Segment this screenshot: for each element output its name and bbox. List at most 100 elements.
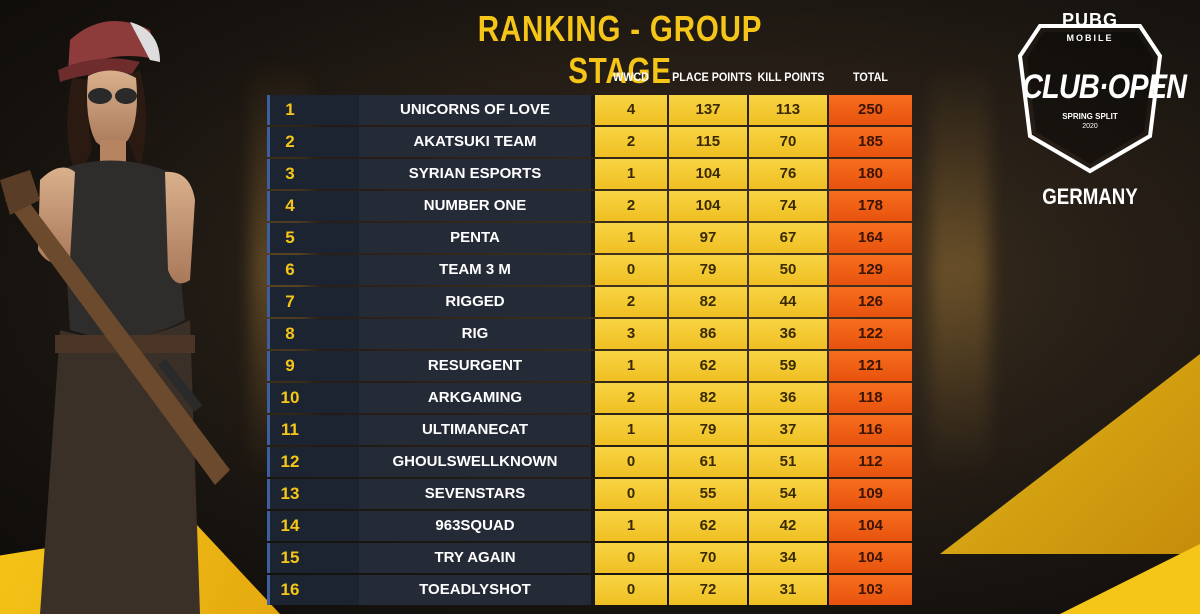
rank-cell: 9: [267, 351, 359, 381]
table-row: 6 TEAM 3 M 0 79 50 129: [267, 255, 912, 285]
rank-cell: 10: [267, 383, 359, 413]
team-name: TEAM 3 M: [359, 255, 591, 285]
rank-number: 16: [280, 580, 300, 599]
page-title: RANKING - GROUP STAGE: [477, 8, 763, 91]
rank-number: 11: [281, 420, 299, 439]
wwcd-cell: 0: [595, 575, 667, 605]
kill-points-cell: 44: [749, 287, 827, 317]
place-points-cell: 55: [669, 479, 747, 509]
total-cell: 121: [829, 351, 912, 381]
wwcd-cell: 2: [595, 383, 667, 413]
rank-cell: 5: [267, 223, 359, 253]
rank-cell: 16: [267, 575, 359, 605]
place-points-cell: 72: [669, 575, 747, 605]
logo-subtitle: MOBILE: [1066, 33, 1114, 43]
column-header-place-points: PLACE POINTS: [672, 70, 752, 84]
rank-number: 14: [280, 516, 300, 535]
kill-points-cell: 76: [749, 159, 827, 189]
total-cell: 112: [829, 447, 912, 477]
logo-event-name: CLUB·OPEN: [1022, 68, 1187, 106]
kill-points-cell: 74: [749, 191, 827, 221]
table-row: 16 TOEADLYSHOT 0 72 31 103: [267, 575, 912, 605]
rank-number: 1: [285, 100, 295, 119]
rank-number: 6: [285, 260, 295, 279]
wwcd-cell: 2: [595, 287, 667, 317]
team-name: SEVENSTARS: [359, 479, 591, 509]
row-separator: [591, 575, 595, 605]
place-points-cell: 137: [669, 95, 747, 125]
total-cell: 104: [829, 543, 912, 573]
team-name: GHOULSWELLKNOWN: [359, 447, 591, 477]
rank-number: 10: [280, 388, 300, 407]
place-points-cell: 82: [669, 287, 747, 317]
table-row: 12 GHOULSWELLKNOWN 0 61 51 112: [267, 447, 912, 477]
total-cell: 185: [829, 127, 912, 157]
total-cell: 109: [829, 479, 912, 509]
rank-cell: 12: [267, 447, 359, 477]
kill-points-cell: 50: [749, 255, 827, 285]
rank-cell: 2: [267, 127, 359, 157]
kill-points-cell: 67: [749, 223, 827, 253]
row-separator: [591, 287, 595, 317]
wwcd-cell: 0: [595, 447, 667, 477]
wwcd-cell: 0: [595, 543, 667, 573]
total-cell: 164: [829, 223, 912, 253]
place-points-cell: 115: [669, 127, 747, 157]
row-separator: [591, 127, 595, 157]
team-name: TOEADLYSHOT: [359, 575, 591, 605]
row-separator: [591, 319, 595, 349]
table-row: 11 ULTIMANECAT 1 79 37 116: [267, 415, 912, 445]
row-separator: [591, 479, 595, 509]
place-points-cell: 62: [669, 511, 747, 541]
table-row: 5 PENTA 1 97 67 164: [267, 223, 912, 253]
rank-cell: 14: [267, 511, 359, 541]
row-separator: [591, 255, 595, 285]
place-points-cell: 82: [669, 383, 747, 413]
rank-number: 8: [285, 324, 295, 343]
table-row: 10 ARKGAMING 2 82 36 118: [267, 383, 912, 413]
table-row: 9 RESURGENT 1 62 59 121: [267, 351, 912, 381]
place-points-cell: 79: [669, 255, 747, 285]
total-cell: 118: [829, 383, 912, 413]
rank-number: 4: [285, 196, 295, 215]
total-cell: 129: [829, 255, 912, 285]
wwcd-cell: 1: [595, 159, 667, 189]
background-light-beam: [930, 60, 990, 480]
place-points-cell: 104: [669, 159, 747, 189]
total-cell: 126: [829, 287, 912, 317]
table-row: 13 SEVENSTARS 0 55 54 109: [267, 479, 912, 509]
column-header-kill-points: KILL POINTS: [757, 70, 825, 84]
wwcd-cell: 1: [595, 511, 667, 541]
kill-points-cell: 36: [749, 383, 827, 413]
team-name: ULTIMANECAT: [359, 415, 591, 445]
rank-cell: 3: [267, 159, 359, 189]
place-points-cell: 61: [669, 447, 747, 477]
logo-year: 2020: [1082, 123, 1098, 130]
kill-points-cell: 42: [749, 511, 827, 541]
wwcd-cell: 1: [595, 415, 667, 445]
table-row: 1 UNICORNS OF LOVE 4 137 113 250: [267, 95, 912, 125]
rank-number: 9: [285, 356, 295, 375]
wwcd-cell: 2: [595, 127, 667, 157]
row-separator: [591, 511, 595, 541]
region-label: GERMANY: [1042, 184, 1138, 209]
kill-points-cell: 70: [749, 127, 827, 157]
total-cell: 178: [829, 191, 912, 221]
table-row: 2 AKATSUKI TEAM 2 115 70 185: [267, 127, 912, 157]
rank-cell: 7: [267, 287, 359, 317]
rank-cell: 11: [267, 415, 359, 445]
row-separator: [591, 543, 595, 573]
row-separator: [591, 447, 595, 477]
rank-number: 15: [280, 548, 300, 567]
team-name: TRY AGAIN: [359, 543, 591, 573]
place-points-cell: 70: [669, 543, 747, 573]
team-name: AKATSUKI TEAM: [359, 127, 591, 157]
kill-points-cell: 113: [749, 95, 827, 125]
rank-cell: 1: [267, 95, 359, 125]
rank-number: 2: [285, 132, 295, 151]
wwcd-cell: 0: [595, 255, 667, 285]
rank-number: 12: [280, 452, 300, 471]
row-separator: [591, 383, 595, 413]
rank-cell: 8: [267, 319, 359, 349]
kill-points-cell: 54: [749, 479, 827, 509]
